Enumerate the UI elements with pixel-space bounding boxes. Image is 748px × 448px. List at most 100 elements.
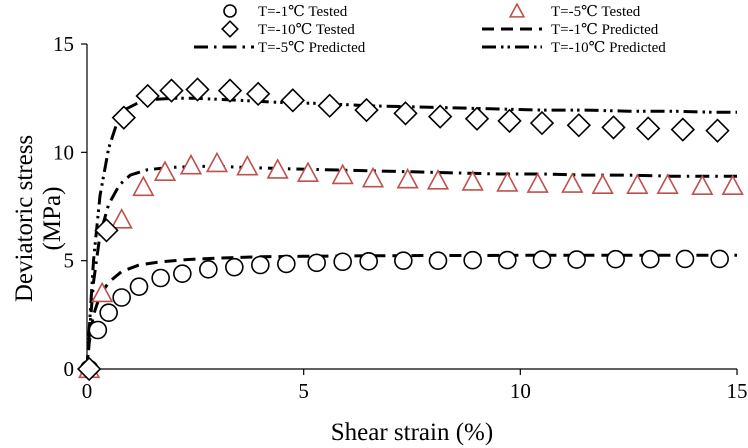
series-line <box>85 96 737 370</box>
data-point <box>225 257 244 277</box>
series-line <box>85 164 737 370</box>
data-point <box>280 88 306 113</box>
data-point <box>705 118 730 143</box>
legend-marker <box>221 20 239 38</box>
data-point <box>428 251 448 270</box>
data-point <box>153 160 177 181</box>
data-point <box>132 175 155 197</box>
y-axis-title-line: Deviatoric stress <box>11 135 38 302</box>
data-point <box>461 170 484 191</box>
data-point <box>396 167 419 189</box>
data-point <box>361 166 385 188</box>
data-point <box>532 250 552 269</box>
data-point <box>179 153 203 175</box>
data-point <box>99 303 118 322</box>
data-point <box>567 250 586 269</box>
legend-item: T=-1℃ Predicted <box>482 22 659 38</box>
data-point <box>393 101 418 126</box>
legend: T=-1℃ Tested T=-5℃ Tested T=-10℃ Tested T=-… <box>194 2 666 56</box>
legend-item: T=-10℃ Tested <box>221 20 355 38</box>
x-axis-title: Shear strain (%) <box>331 419 493 446</box>
data-point <box>675 249 695 269</box>
data-point <box>317 93 342 118</box>
data-point <box>129 277 149 296</box>
legend-label: T=-10℃ Predicted <box>551 40 666 56</box>
data-point <box>94 218 119 243</box>
x-tick-label: 15 <box>727 379 748 403</box>
y-axis-title-line: (MPa) <box>39 187 66 251</box>
data-point <box>88 320 108 340</box>
x-tick-label: 10 <box>510 379 531 403</box>
data-point <box>591 173 614 194</box>
data-point <box>199 260 218 279</box>
tested-markers <box>76 77 744 382</box>
legend-label: T=-5℃ Predicted <box>258 40 366 56</box>
data-point <box>601 115 626 140</box>
data-point <box>426 169 450 190</box>
y-tick-label: 5 <box>64 249 75 273</box>
data-point <box>245 81 271 107</box>
data-point <box>626 173 649 194</box>
legend-label: T=-10℃ Tested <box>258 22 355 38</box>
data-point <box>217 78 243 103</box>
data-point <box>529 110 555 136</box>
legend-marker <box>508 2 526 18</box>
data-point <box>185 77 210 102</box>
data-point <box>277 254 296 274</box>
x-tick-label: 0 <box>82 379 93 403</box>
plot-area: 0 5 10 15 0 5 10 15 <box>53 32 748 403</box>
data-point <box>526 172 549 193</box>
data-point <box>710 249 729 269</box>
y-axis-title: Deviatoric stress(MPa) <box>11 135 66 302</box>
data-point <box>251 255 270 275</box>
data-point <box>606 249 625 269</box>
data-point <box>635 116 661 141</box>
data-point <box>91 281 114 303</box>
legend-label: T=-1℃ Tested <box>258 4 348 20</box>
x-tick-label: 5 <box>298 379 309 403</box>
y-tick-label: 10 <box>53 140 74 164</box>
y-tick-label: 0 <box>64 357 75 381</box>
data-point <box>266 158 289 179</box>
data-point <box>427 104 453 129</box>
data-point <box>463 250 482 270</box>
data-point <box>110 208 133 229</box>
legend-label: T=-1℃ Predicted <box>551 22 659 38</box>
legend-marker <box>223 4 237 18</box>
data-point <box>566 113 592 138</box>
data-point <box>394 251 413 270</box>
data-point <box>111 105 137 130</box>
data-point <box>691 174 714 196</box>
data-point <box>496 171 519 192</box>
data-point <box>112 288 131 307</box>
data-point <box>135 83 160 109</box>
data-point <box>656 173 679 194</box>
data-point <box>561 172 584 193</box>
axis-ticks: 0 5 10 15 0 5 10 15 <box>53 32 748 403</box>
data-point <box>497 108 522 134</box>
data-point <box>721 174 744 196</box>
legend-item: T=-10℃ Predicted <box>482 40 666 56</box>
data-point <box>159 78 184 103</box>
data-point <box>173 264 192 283</box>
legend-item: T=-5℃ Tested <box>508 2 641 20</box>
legend-label: T=-5℃ Tested <box>551 4 641 20</box>
legend-item: T=-1℃ Tested <box>223 4 348 20</box>
data-point <box>236 154 259 176</box>
y-tick-label: 15 <box>53 32 74 56</box>
data-point <box>151 268 170 288</box>
data-point <box>498 250 517 270</box>
data-point <box>670 117 696 142</box>
data-point <box>205 151 229 173</box>
data-point <box>331 163 354 185</box>
data-point <box>333 252 352 272</box>
data-point <box>76 356 102 382</box>
data-point <box>641 249 660 269</box>
data-point <box>296 161 320 183</box>
predicted-lines <box>85 96 737 370</box>
data-point <box>307 253 326 273</box>
legend-item: T=-5℃ Predicted <box>194 40 366 56</box>
data-point <box>464 106 490 131</box>
data-point <box>354 97 379 123</box>
